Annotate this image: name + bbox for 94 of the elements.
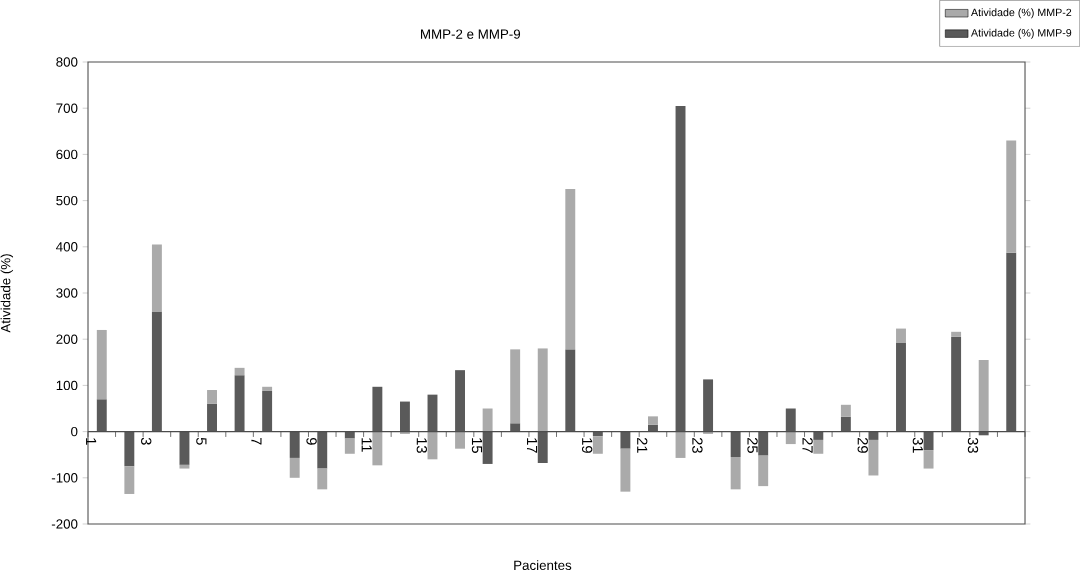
bar <box>455 431 466 449</box>
bar <box>179 464 190 469</box>
x-tick-label: 29 <box>857 437 868 453</box>
bar <box>179 431 190 465</box>
bar <box>510 349 521 424</box>
bar <box>234 375 245 432</box>
bar <box>951 331 962 337</box>
bar <box>730 457 741 490</box>
bar <box>978 359 989 432</box>
bar <box>234 367 245 376</box>
x-tick-label: 23 <box>692 437 703 453</box>
y-tick-label: 0 <box>71 426 78 437</box>
x-tick-label: 13 <box>416 438 427 453</box>
bar <box>399 401 410 432</box>
bar <box>813 439 824 454</box>
bar <box>289 431 300 458</box>
y-tick-label: 400 <box>56 242 78 252</box>
y-tick-label: 300 <box>56 288 78 298</box>
y-axis-title: Atividade (%) <box>0 254 14 333</box>
x-tick-label: 25 <box>747 437 758 453</box>
bar <box>758 455 769 487</box>
bar <box>482 431 493 464</box>
y-tick-label: 100 <box>56 380 78 391</box>
bar <box>923 450 934 469</box>
x-tick-label: 33 <box>967 437 979 453</box>
bar <box>537 348 548 432</box>
bar <box>151 244 162 312</box>
bar <box>592 436 603 454</box>
bar <box>620 448 631 492</box>
bar <box>344 431 355 439</box>
y-tick-label: 200 <box>56 334 78 344</box>
bar <box>124 431 135 467</box>
x-tick-label: 1 <box>86 438 97 445</box>
x-tick-label: 7 <box>251 437 262 445</box>
bar <box>96 399 107 432</box>
bar <box>262 386 273 391</box>
bar <box>1006 252 1017 432</box>
y-tick-label: 600 <box>56 149 78 160</box>
bar <box>317 431 328 469</box>
legend-label: Atividade (%) MMP-9 <box>971 28 1072 39</box>
bar <box>207 403 217 432</box>
bar <box>675 431 686 458</box>
bar <box>372 386 383 432</box>
bar <box>482 408 493 432</box>
legend-label: Atividade (%) MMP-2 <box>971 8 1072 19</box>
bar <box>207 390 217 404</box>
y-tick-label: 800 <box>56 57 78 67</box>
bar <box>648 416 658 425</box>
bar <box>565 189 576 350</box>
bar <box>96 329 107 400</box>
x-tick-label: 3 <box>141 437 152 445</box>
x-tick-label: 5 <box>196 437 207 445</box>
bar <box>372 431 383 466</box>
bar <box>730 431 741 458</box>
bar <box>262 390 273 432</box>
x-tick-label: 9 <box>306 437 317 445</box>
x-tick-label: 31 <box>912 437 924 453</box>
chart-title: MMP-2 e MMP-9 <box>421 29 521 39</box>
bar <box>785 408 796 432</box>
bar <box>289 457 300 478</box>
bar <box>896 328 906 343</box>
bar <box>840 416 851 432</box>
bar <box>923 431 934 451</box>
y-tick-label: 700 <box>56 103 78 113</box>
bar <box>317 468 328 490</box>
y-tick-label: -200 <box>51 519 78 529</box>
bar <box>151 311 162 432</box>
bar <box>868 431 879 440</box>
x-tick-label: 21 <box>637 437 648 453</box>
bar <box>758 431 769 456</box>
x-tick-label: 27 <box>802 437 813 453</box>
bar <box>951 336 962 432</box>
bar <box>896 342 906 432</box>
bar <box>1006 140 1017 253</box>
bar <box>703 379 714 432</box>
y-tick-label: -100 <box>51 473 78 483</box>
x-tick-label: 11 <box>361 438 372 452</box>
y-tick-label: 500 <box>56 195 78 206</box>
bar <box>124 466 135 494</box>
bar <box>510 423 521 432</box>
bar <box>344 438 355 454</box>
bar <box>785 431 796 445</box>
bar <box>868 439 879 476</box>
x-axis-title: Pacientes <box>514 560 572 571</box>
x-tick-label: 15 <box>471 438 483 453</box>
bar <box>813 431 824 440</box>
bar <box>620 431 631 449</box>
bar <box>840 404 851 417</box>
bar <box>455 370 466 432</box>
x-tick-label: 19 <box>581 438 593 453</box>
bar <box>675 105 686 432</box>
bar <box>565 349 576 432</box>
bar <box>537 431 548 464</box>
x-tick-label: 17 <box>527 438 538 453</box>
